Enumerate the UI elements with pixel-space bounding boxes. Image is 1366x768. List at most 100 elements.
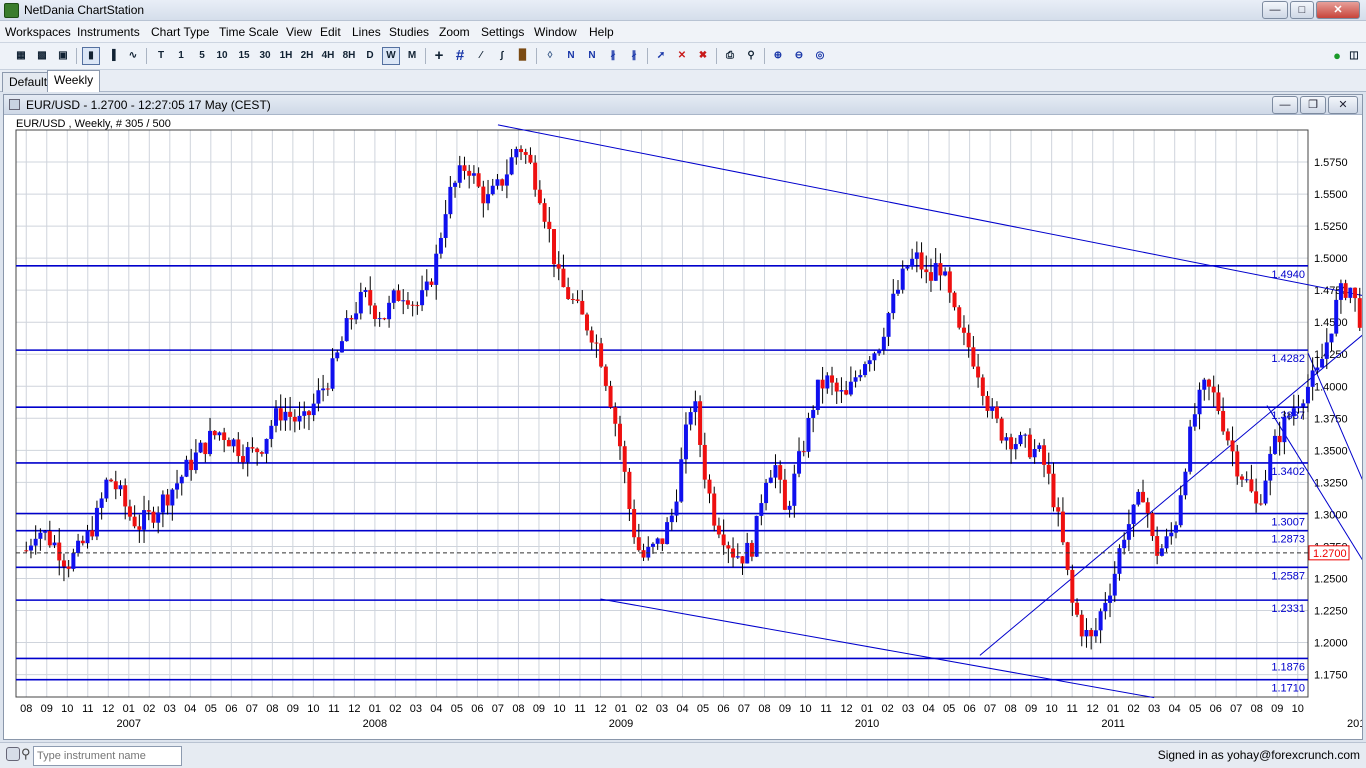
timescale-4h-button[interactable]: 4H (321, 50, 335, 61)
candle-body (24, 550, 29, 552)
candle-body (844, 390, 849, 395)
y-tick-label: 1.5500 (1314, 189, 1348, 201)
candle-body (1296, 406, 1301, 409)
chart-minimize-button[interactable]: — (1272, 96, 1298, 114)
price-chart[interactable]: EUR/USD , Weekly, # 305 / 500 1.5750 1.550… (4, 115, 1362, 739)
candle-body (910, 258, 915, 267)
study-icon[interactable]: ∫ (500, 50, 504, 61)
menu-chart-type[interactable]: Chart Type (151, 25, 210, 39)
candle-body (674, 501, 679, 516)
candle-body (1315, 367, 1320, 371)
select-drawing-icon[interactable]: ➚ (656, 50, 666, 61)
candle-body (1098, 611, 1103, 631)
menu-studies[interactable]: Studies (389, 25, 430, 39)
menu-window[interactable]: Window (534, 25, 577, 39)
save-icon[interactable]: ▣ (58, 50, 68, 61)
timescale-tick-button[interactable]: T (157, 50, 165, 61)
timescale-30m-button[interactable]: 30 (259, 50, 271, 61)
candle-body (1334, 299, 1339, 334)
timescale-1m-button[interactable]: 1 (178, 50, 184, 61)
candle-body (151, 511, 156, 523)
open-icon[interactable]: ▩ (37, 50, 47, 61)
timescale-5m-button[interactable]: 5 (199, 50, 205, 61)
y-tick-label: 1.3500 (1314, 445, 1348, 457)
candle-body (33, 538, 38, 546)
timescale-monthly-button[interactable]: M (407, 50, 417, 61)
candle-body (1013, 444, 1018, 450)
candle-body (1065, 542, 1070, 570)
zoom-in-icon[interactable]: ⊕ (773, 50, 783, 61)
timescale-10m-button[interactable]: 10 (216, 50, 228, 61)
timescale-2h-button[interactable]: 2H (300, 50, 314, 61)
menu-zoom[interactable]: Zoom (439, 25, 470, 39)
y-tick-label: 1.4000 (1314, 381, 1348, 393)
alert-bell-icon[interactable]: ◊ (547, 50, 553, 61)
app-logo-icon (4, 3, 19, 18)
candlestick-chart-icon[interactable]: ▮ (82, 47, 100, 65)
tab-weekly[interactable]: Weekly (47, 70, 101, 92)
volume-icon[interactable]: ▉ (519, 50, 527, 61)
bar-chart-icon[interactable]: ▐ (108, 50, 116, 61)
menu-instruments[interactable]: Instruments (77, 25, 140, 39)
x-tick-label: 08 (1251, 703, 1263, 715)
x-tick-label: 07 (738, 703, 750, 715)
candle-body (330, 358, 335, 389)
delete-all-icon[interactable]: ✖ (698, 50, 708, 61)
chart-close-button[interactable]: ✕ (1328, 96, 1358, 114)
menu-lines[interactable]: Lines (352, 25, 381, 39)
menu-view[interactable]: View (286, 25, 312, 39)
candle-body (146, 510, 151, 512)
candle-body (109, 479, 114, 482)
timescale-daily-button[interactable]: D (366, 50, 374, 61)
candle-body (160, 494, 165, 513)
draw-line-icon[interactable]: ⁄ (480, 50, 482, 61)
x-tick-label: 07 (1230, 703, 1242, 715)
panel-toggle-icon[interactable]: ◫ (1349, 50, 1359, 61)
candle-body (636, 537, 641, 551)
menu-time-scale[interactable]: Time Scale (219, 25, 279, 39)
close-button[interactable]: ✕ (1316, 1, 1360, 19)
candle-body (891, 293, 896, 314)
menu-settings[interactable]: Settings (481, 25, 525, 39)
menu-help[interactable]: Help (589, 25, 614, 39)
line-chart-icon[interactable]: ∿ (128, 50, 138, 61)
candle-body (504, 174, 509, 186)
menu-edit[interactable]: Edit (320, 25, 341, 39)
timescale-15m-button[interactable]: 15 (238, 50, 250, 61)
maximize-button[interactable]: □ (1290, 1, 1314, 19)
candle-body (424, 281, 429, 291)
x-tick-label: 09 (41, 703, 53, 715)
candle-body (552, 229, 557, 265)
menu-workspaces[interactable]: Workspaces (5, 25, 71, 39)
minimize-button[interactable]: — (1262, 1, 1288, 19)
x-tick-label: 07 (246, 703, 258, 715)
gann-icon[interactable]: ∦ (631, 50, 637, 61)
zoom-out-icon[interactable]: ⊖ (794, 50, 804, 61)
candle-body (881, 336, 886, 350)
print-preview-icon[interactable]: ⚲ (747, 50, 755, 61)
candle-body (1291, 408, 1296, 417)
candle-body (71, 553, 76, 569)
timescale-8h-button[interactable]: 8H (342, 50, 356, 61)
delete-icon[interactable]: ✕ (677, 50, 687, 61)
trendline-icon[interactable]: N (567, 50, 575, 61)
channel-icon[interactable]: N (588, 50, 596, 61)
candle-body (693, 401, 698, 413)
candle-body (269, 425, 274, 439)
chart-restore-button[interactable]: ❐ (1300, 96, 1326, 114)
zoom-reset-icon[interactable]: ◎ (815, 50, 825, 61)
fibonacci-icon[interactable]: ∦ (610, 50, 616, 61)
crosshair-icon[interactable]: + (434, 47, 444, 64)
print-icon[interactable]: ⎙ (726, 50, 734, 61)
x-tick-label: 05 (943, 703, 955, 715)
candle-body (900, 268, 905, 290)
timescale-1h-button[interactable]: 1H (279, 50, 293, 61)
candle-body (321, 388, 326, 391)
x-tick-label: 01 (369, 703, 381, 715)
instrument-search-input[interactable] (33, 746, 182, 766)
timescale-weekly-button[interactable]: W (382, 47, 400, 65)
candle-body (570, 299, 575, 301)
status-bar: ⚲ Signed in as yohay@forexcrunch.com (0, 742, 1366, 768)
grid-icon[interactable]: # (455, 47, 465, 64)
new-chart-icon[interactable]: ▦ (16, 50, 26, 61)
